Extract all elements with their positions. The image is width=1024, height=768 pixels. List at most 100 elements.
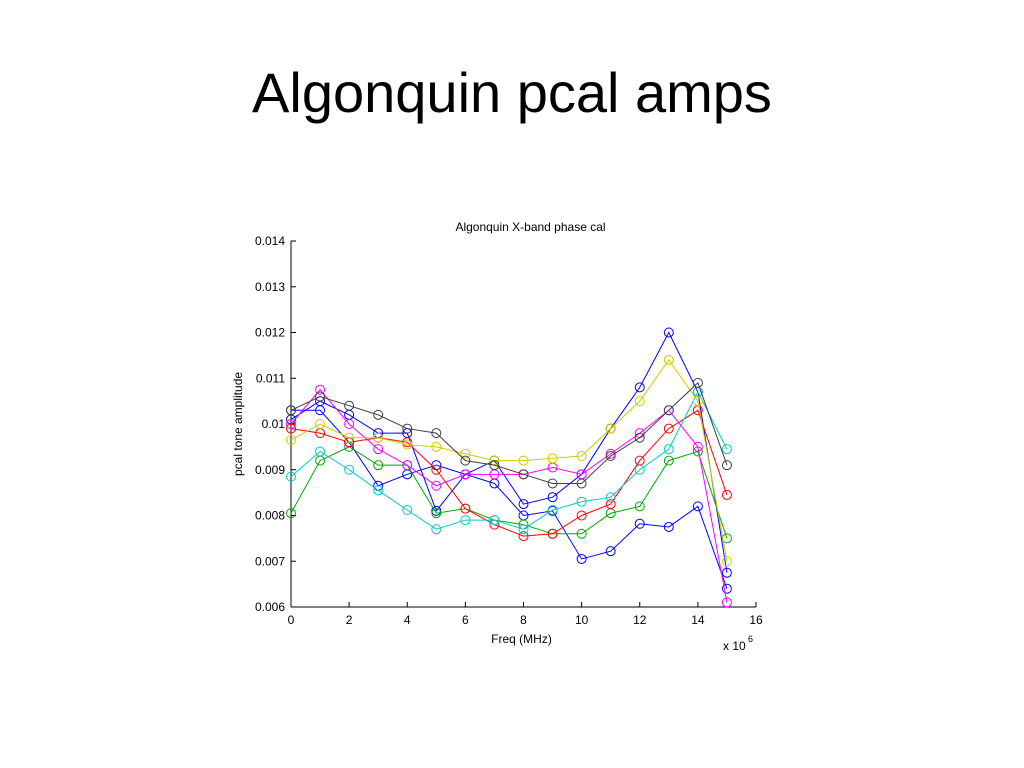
series-line [290, 381, 728, 484]
data-point [518, 499, 529, 510]
series-5 [286, 386, 732, 535]
x-tick-label: 6 [462, 613, 469, 627]
data-point [344, 464, 355, 475]
data-point [518, 469, 529, 480]
y-tick-label: 0.013 [255, 280, 285, 294]
data-point [663, 423, 674, 434]
data-point [286, 471, 296, 482]
x-tick-label: 2 [346, 613, 353, 627]
data-point [692, 396, 703, 407]
data-point [721, 460, 732, 471]
data-point [576, 553, 587, 564]
x-tick-label: 14 [691, 613, 705, 627]
x-tick-label: 4 [404, 613, 411, 627]
data-point [286, 405, 296, 416]
data-point [286, 419, 296, 429]
series-line [290, 359, 728, 562]
x-tick-label: 10 [575, 613, 589, 627]
data-point [634, 396, 645, 407]
data-point [663, 354, 674, 365]
data-point [460, 455, 471, 466]
data-point [634, 464, 645, 475]
data-point [692, 377, 703, 388]
data-point [373, 460, 384, 471]
data-point [460, 448, 471, 459]
y-tick-label: 0.007 [255, 554, 285, 568]
data-point [315, 446, 326, 457]
data-point [431, 441, 442, 452]
y-tick-label: 0.012 [255, 326, 285, 340]
y-tick-label: 0.006 [255, 600, 285, 614]
series-7 [286, 354, 732, 567]
data-point [547, 453, 558, 464]
data-point [576, 528, 587, 539]
data-point [576, 510, 587, 521]
data-point [286, 435, 296, 446]
data-point [634, 501, 645, 512]
x-multiplier-label: x 10 [723, 639, 746, 653]
data-point [576, 496, 587, 507]
data-point [663, 327, 674, 338]
data-point [402, 439, 413, 450]
x-tick-label: 0 [288, 613, 295, 627]
data-point [402, 437, 413, 448]
data-point [721, 444, 732, 455]
data-point [721, 583, 732, 594]
data-point [344, 419, 355, 429]
data-point [431, 508, 442, 519]
data-point [460, 503, 471, 514]
data-point [547, 478, 558, 489]
y-tick-label: 0.01 [262, 417, 286, 431]
chart-title: Algonquin X-band phase cal [455, 220, 605, 234]
x-tick-label: 8 [520, 613, 527, 627]
data-point [721, 556, 732, 567]
data-point [373, 409, 384, 420]
data-point [344, 400, 355, 411]
data-point [431, 428, 442, 439]
data-point [431, 464, 442, 475]
data-point [576, 451, 587, 462]
data-point [344, 432, 355, 443]
data-point [286, 423, 296, 434]
data-point [605, 492, 616, 503]
data-point [315, 391, 326, 402]
series-6 [286, 384, 732, 608]
data-point [489, 460, 500, 471]
data-point [663, 405, 674, 416]
data-point [518, 524, 529, 535]
series-line [290, 388, 728, 603]
data-point [518, 455, 529, 466]
data-point [518, 531, 529, 542]
data-point [692, 441, 703, 452]
data-point [605, 546, 616, 557]
x-tick-label: 12 [633, 613, 647, 627]
data-point [634, 382, 645, 393]
series-line [290, 400, 728, 589]
series-line [290, 409, 728, 537]
data-point [605, 423, 616, 434]
data-point [460, 515, 471, 526]
data-point [663, 444, 674, 455]
x-multiplier-exponent: 6 [748, 634, 753, 644]
data-point [663, 455, 674, 466]
series-8 [286, 377, 732, 489]
data-point [402, 423, 413, 434]
y-tick-label: 0.009 [255, 463, 285, 477]
data-point [605, 451, 616, 462]
series-line [290, 390, 728, 530]
series-4 [286, 405, 732, 542]
data-point [431, 505, 442, 516]
data-point [431, 524, 442, 535]
y-tick-label: 0.011 [256, 371, 285, 385]
data-point [547, 528, 558, 539]
x-tick-label: 16 [749, 613, 763, 627]
data-point [315, 405, 326, 416]
data-point [373, 444, 384, 455]
data-point [286, 508, 296, 519]
data-point [373, 485, 384, 496]
data-point [547, 505, 558, 516]
x-axis-label: Freq (MHz) [491, 632, 552, 646]
data-point [721, 489, 732, 500]
data-point [721, 567, 732, 578]
